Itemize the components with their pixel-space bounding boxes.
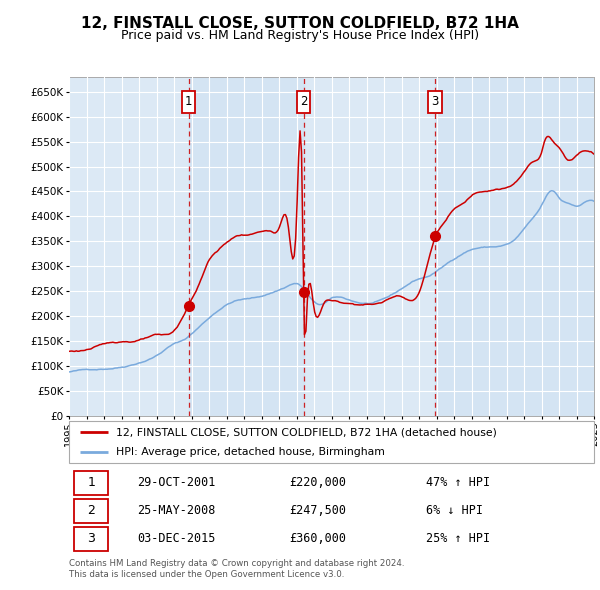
Text: 47% ↑ HPI: 47% ↑ HPI xyxy=(426,477,490,490)
FancyBboxPatch shape xyxy=(74,471,109,495)
Text: 12, FINSTALL CLOSE, SUTTON COLDFIELD, B72 1HA (detached house): 12, FINSTALL CLOSE, SUTTON COLDFIELD, B7… xyxy=(116,427,497,437)
Text: £247,500: £247,500 xyxy=(290,504,347,517)
Bar xyxy=(435,77,594,416)
Text: 3: 3 xyxy=(88,532,95,545)
FancyBboxPatch shape xyxy=(74,527,109,550)
Text: Contains HM Land Registry data © Crown copyright and database right 2024.
This d: Contains HM Land Registry data © Crown c… xyxy=(69,559,404,579)
Text: £220,000: £220,000 xyxy=(290,477,347,490)
FancyBboxPatch shape xyxy=(182,91,195,113)
Bar xyxy=(188,77,304,416)
Text: 2: 2 xyxy=(88,504,95,517)
Text: 3: 3 xyxy=(431,95,439,108)
FancyBboxPatch shape xyxy=(428,91,442,113)
FancyBboxPatch shape xyxy=(297,91,310,113)
Text: 03-DEC-2015: 03-DEC-2015 xyxy=(137,532,215,545)
Text: Price paid vs. HM Land Registry's House Price Index (HPI): Price paid vs. HM Land Registry's House … xyxy=(121,29,479,42)
Text: 12, FINSTALL CLOSE, SUTTON COLDFIELD, B72 1HA: 12, FINSTALL CLOSE, SUTTON COLDFIELD, B7… xyxy=(81,16,519,31)
Text: 25% ↑ HPI: 25% ↑ HPI xyxy=(426,532,490,545)
Text: 29-OCT-2001: 29-OCT-2001 xyxy=(137,477,215,490)
Text: 1: 1 xyxy=(88,477,95,490)
FancyBboxPatch shape xyxy=(74,499,109,523)
Text: 1: 1 xyxy=(185,95,192,108)
Text: 25-MAY-2008: 25-MAY-2008 xyxy=(137,504,215,517)
Text: £360,000: £360,000 xyxy=(290,532,347,545)
Text: 6% ↓ HPI: 6% ↓ HPI xyxy=(426,504,483,517)
Text: 2: 2 xyxy=(300,95,307,108)
Text: HPI: Average price, detached house, Birmingham: HPI: Average price, detached house, Birm… xyxy=(116,447,385,457)
FancyBboxPatch shape xyxy=(69,421,594,463)
